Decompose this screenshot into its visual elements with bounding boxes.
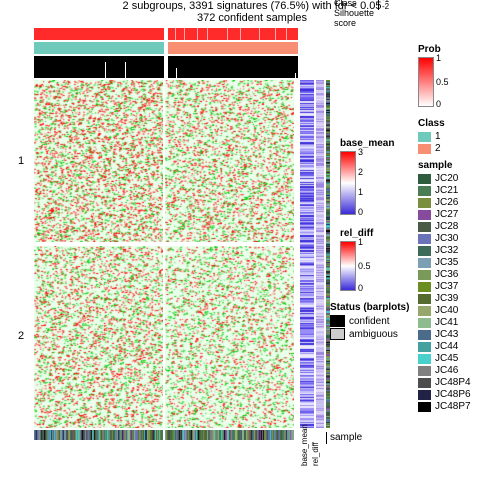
vlab-rel-diff: rel_diff <box>311 434 320 466</box>
legend-item: JC48P4 <box>418 377 471 388</box>
heatmap-panel-1a <box>34 80 163 242</box>
legend-item: JC48P6 <box>418 389 471 400</box>
legend-item: JC45 <box>418 353 471 364</box>
legend-item: JC36 <box>418 269 471 280</box>
side-sample-rug <box>326 80 330 428</box>
legend-item: JC44 <box>418 341 471 352</box>
legend-item: JC30 <box>418 233 471 244</box>
top-annotation-tracks <box>34 28 298 78</box>
ann-p1 <box>34 28 298 40</box>
ann-p2 <box>34 42 298 54</box>
silh-axis: 2 1 0 -1 -2 <box>378 0 389 10</box>
legend-reldiff: rel_diff 1 0.5 0 <box>340 228 373 291</box>
ylab-1: 1 <box>18 155 24 167</box>
legend-item: JC41 <box>418 317 471 328</box>
legend-item: 2 <box>418 143 445 154</box>
legend-item: JC40 <box>418 305 471 316</box>
legend-item: JC35 <box>418 257 471 268</box>
legend-prob: Prob 1 0.5 0 <box>418 44 441 107</box>
lab-silh1: Silhouette <box>334 8 374 18</box>
ann-class <box>34 56 298 78</box>
legend-item: JC39 <box>418 293 471 304</box>
bottom-sample-rug <box>34 430 294 440</box>
vlab-base-mean: base_mean <box>300 434 309 466</box>
bottom-rug-a <box>34 430 163 440</box>
heatmap-row2 <box>34 246 294 428</box>
legend-item: ambiguous <box>330 328 420 340</box>
ylab-2: 2 <box>18 330 24 342</box>
title-line-1: 2 subgroups, 3391 signatures (76.5%) wit… <box>0 0 504 12</box>
legend-sample: sample JC20JC21JC26JC27JC28JC30JC32JC35J… <box>418 160 471 413</box>
legend-item: JC20 <box>418 173 471 184</box>
legend-class: Class 12 <box>418 118 445 155</box>
legend-item: confident <box>330 315 420 327</box>
legend-basemean: base_mean 3 2 1 0 <box>340 138 394 215</box>
heatmap-panel-2b <box>165 246 294 428</box>
title-line-2: 372 confident samples <box>0 12 504 24</box>
legend-item: JC26 <box>418 197 471 208</box>
y-axis: 1 2 <box>18 80 34 466</box>
lab-silh2: score <box>334 18 374 28</box>
legend-item: JC27 <box>418 209 471 220</box>
legend-status: Status (barplots) confidentambiguous <box>330 302 420 341</box>
side-base-mean <box>300 80 314 428</box>
legend-item: JC32 <box>418 245 471 256</box>
legend-item: 1 <box>418 131 445 142</box>
legend-item: JC21 <box>418 185 471 196</box>
top-ann-labels: p1 p2 Class Silhouette score <box>334 0 374 28</box>
legend-item: JC43 <box>418 329 471 340</box>
heatmap-row1 <box>34 80 294 242</box>
legend-item: JC48P7 <box>418 401 471 412</box>
heatmap-panel-1b <box>165 80 294 242</box>
bottom-rug-b <box>165 430 294 440</box>
lab-class: Class <box>334 0 374 8</box>
legend-item: JC28 <box>418 221 471 232</box>
heatmap-panel-2a <box>34 246 163 428</box>
legend-item: JC37 <box>418 281 471 292</box>
legend-item: JC46 <box>418 365 471 376</box>
bottom-sample-label: sample <box>326 432 362 444</box>
side-rel-diff <box>316 80 324 428</box>
